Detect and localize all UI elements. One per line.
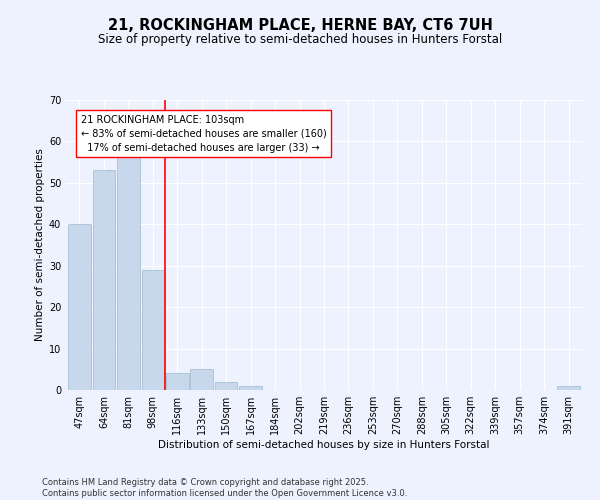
X-axis label: Distribution of semi-detached houses by size in Hunters Forstal: Distribution of semi-detached houses by … (158, 440, 490, 450)
Bar (190, 370, 213, 390)
Bar (215, 382, 238, 390)
Bar (557, 386, 580, 390)
Bar (239, 386, 262, 390)
Bar (166, 374, 188, 390)
Text: 21, ROCKINGHAM PLACE, HERNE BAY, CT6 7UH: 21, ROCKINGHAM PLACE, HERNE BAY, CT6 7UH (107, 18, 493, 32)
Bar (92, 170, 115, 390)
Bar (142, 270, 164, 390)
Text: 21 ROCKINGHAM PLACE: 103sqm
← 83% of semi-detached houses are smaller (160)
  17: 21 ROCKINGHAM PLACE: 103sqm ← 83% of sem… (80, 114, 326, 152)
Text: Size of property relative to semi-detached houses in Hunters Forstal: Size of property relative to semi-detach… (98, 32, 502, 46)
Bar (117, 154, 140, 390)
Y-axis label: Number of semi-detached properties: Number of semi-detached properties (35, 148, 44, 342)
Bar (68, 224, 91, 390)
Text: Contains HM Land Registry data © Crown copyright and database right 2025.
Contai: Contains HM Land Registry data © Crown c… (42, 478, 407, 498)
